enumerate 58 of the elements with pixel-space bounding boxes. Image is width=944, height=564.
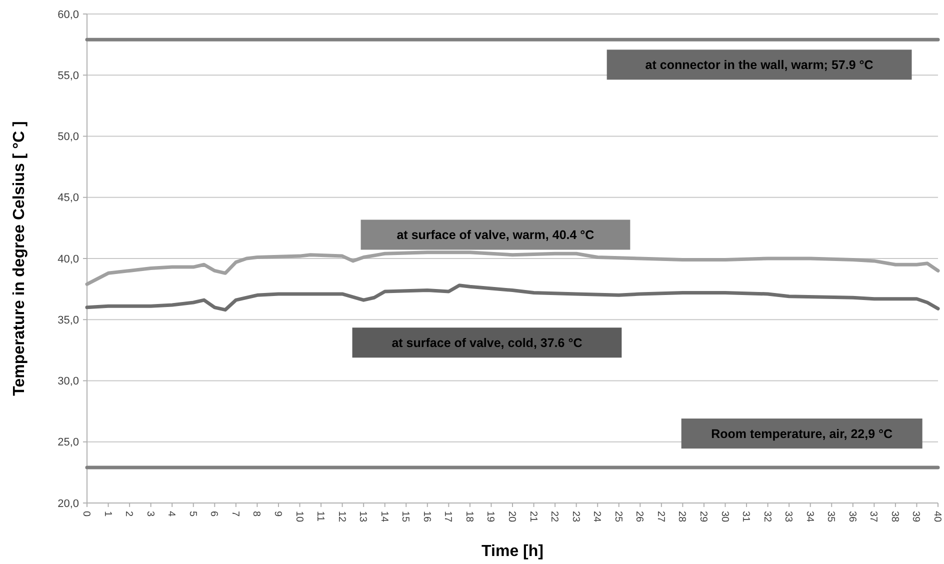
x-tick-label: 7	[229, 511, 240, 517]
annotation: Room temperature, air, 22,9 °C	[711, 426, 893, 441]
x-tick-label: 35	[825, 511, 836, 523]
y-tick-label: 35,0	[58, 314, 79, 326]
x-tick-label: 8	[250, 511, 262, 517]
x-tick-label: 11	[314, 511, 326, 522]
y-tick-label: 40,0	[58, 253, 79, 266]
x-tick-label: 0	[80, 511, 92, 517]
x-tick-label: 32	[761, 511, 772, 523]
x-tick-label: 12	[336, 511, 347, 523]
x-tick-label: 18	[463, 511, 474, 523]
x-tick-label: 5	[186, 511, 198, 517]
x-tick-label: 37	[868, 511, 879, 523]
annotation: at connector in the wall, warm; 57.9 °C	[645, 58, 874, 72]
x-tick-label: 25	[612, 511, 624, 523]
annotation: at surface of valve, warm, 40.4 °C	[396, 228, 594, 242]
x-tick-label: 29	[697, 511, 708, 523]
x-tick-label: 16	[420, 511, 432, 523]
x-tick-label: 40	[932, 511, 942, 523]
x-tick-label: 10	[293, 511, 304, 523]
x-tick-label: 9	[272, 511, 283, 517]
y-tick-label: 60,0	[58, 8, 79, 21]
y-tick-label: 20,0	[58, 498, 79, 510]
x-tick-label: 21	[527, 511, 538, 523]
x-tick-label: 22	[548, 511, 560, 523]
x-tick-label: 27	[654, 511, 666, 523]
x-tick-label: 13	[357, 511, 368, 523]
x-tick-label: 17	[442, 511, 454, 523]
x-tick-label: 1	[102, 511, 113, 517]
annotation: at surface of valve, cold, 37.6 °C	[392, 336, 582, 350]
y-tick-label: 45,0	[58, 192, 79, 204]
line-series	[85, 250, 940, 286]
x-tick-label: 30	[718, 511, 730, 523]
x-tick-label: 6	[208, 511, 220, 517]
y-tick-label: 30,0	[58, 376, 79, 388]
x-tick-label: 20	[506, 511, 517, 523]
x-tick-label: 39	[910, 511, 922, 523]
x-tick-label: 31	[740, 511, 752, 523]
y-tick-label: 55,0	[58, 70, 79, 82]
x-tick-label: 33	[782, 511, 794, 523]
x-tick-label: 36	[846, 511, 858, 523]
x-tick-label: 28	[676, 511, 688, 523]
x-tick-label: 14	[378, 511, 390, 523]
x-tick-label: 34	[804, 511, 815, 523]
y-tick-label: 50,0	[58, 131, 79, 144]
line-series	[85, 284, 940, 312]
x-tick-label: 15	[400, 511, 411, 523]
x-tick-label: 3	[144, 511, 156, 517]
x-axis-title: Time [h]	[482, 543, 544, 560]
y-axis-title: Temperature in degree Celsius [ °C ]	[11, 121, 28, 396]
x-tick-label: 26	[634, 511, 645, 523]
y-tick-label: 25,0	[58, 436, 79, 449]
x-tick-label: 2	[123, 511, 134, 517]
x-tick-label: 38	[888, 511, 900, 523]
x-tick-label: 23	[570, 511, 581, 523]
x-tick-label: 19	[484, 511, 496, 523]
x-tick-label: 4	[166, 511, 177, 517]
x-tick-label: 24	[591, 511, 602, 523]
